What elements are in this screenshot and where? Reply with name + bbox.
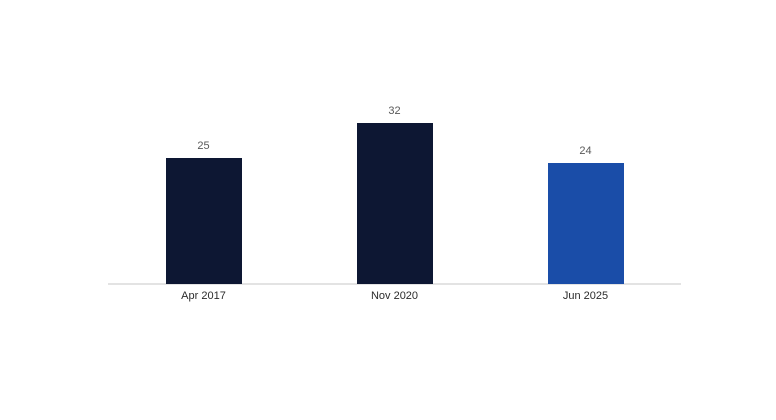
bar-nov-2020 <box>356 123 433 284</box>
bar-value-label: 32 <box>388 105 401 117</box>
x-axis-tick-label: Jun 2025 <box>562 290 609 302</box>
bar-value-label: 24 <box>579 145 592 157</box>
bar-group-apr-2017: 25 <box>108 0 299 284</box>
bar-apr-2017 <box>165 158 242 284</box>
x-axis-tick-label: Apr 2017 <box>181 290 226 302</box>
bar-value-label: 25 <box>197 140 210 152</box>
bar-jun-2025 <box>547 163 624 284</box>
x-axis-line <box>108 283 681 285</box>
bar-group-jun-2025: 24 <box>490 0 681 284</box>
x-axis-tick-label: Nov 2020 <box>370 290 419 302</box>
bar-group-nov-2020: 32 <box>299 0 490 284</box>
